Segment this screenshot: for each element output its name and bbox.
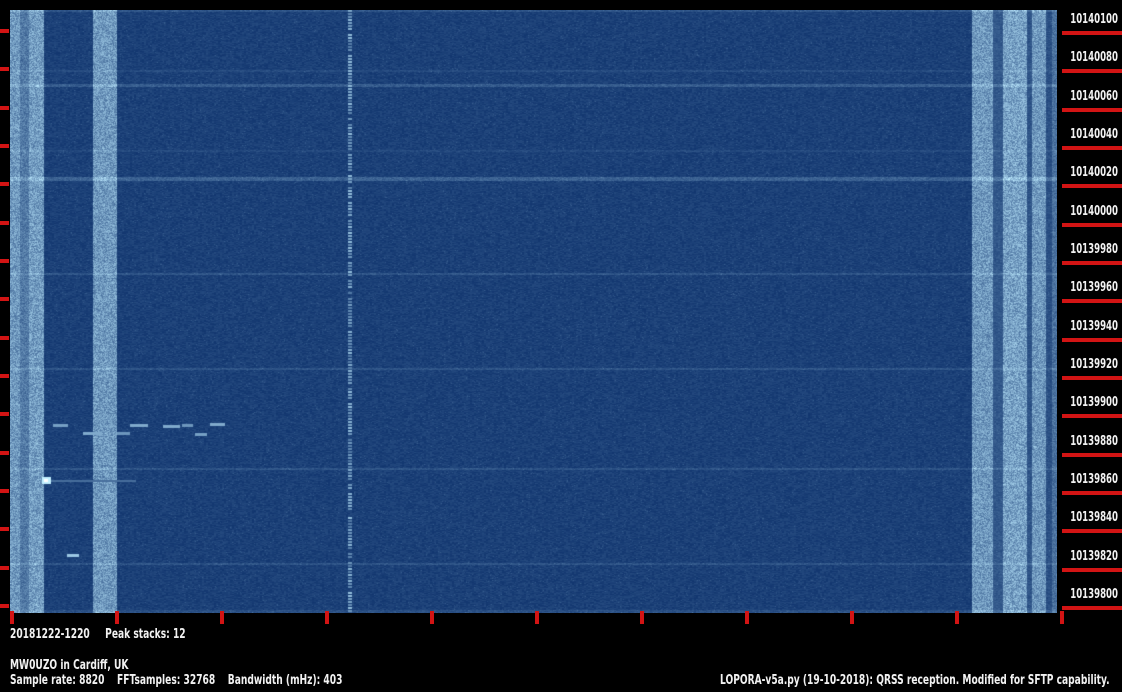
- freq-tick-label: 10139960: [1039, 280, 1118, 296]
- freq-tick-bar: [1062, 31, 1122, 35]
- left-tick: [0, 221, 9, 225]
- freq-tick-label: 10140080: [1039, 50, 1118, 66]
- bandwidth: Bandwidth (mHz): 403: [228, 673, 343, 688]
- grabber-image: 10140100 10140080 10140060 10140040 10140020…: [0, 0, 1122, 692]
- freq-tick-label: 10139980: [1039, 242, 1118, 258]
- left-tick: [0, 336, 9, 340]
- peak-stacks: Peak stacks: 12: [105, 627, 185, 642]
- left-tick: [0, 412, 9, 416]
- left-tick: [0, 451, 9, 455]
- freq-tick-label: 10139880: [1039, 434, 1118, 450]
- freq-tick-label: 10140100: [1039, 12, 1118, 28]
- timestamp: 20181222-1220: [10, 627, 90, 642]
- left-tick: [0, 297, 9, 301]
- freq-tick-label: 10139900: [1039, 395, 1118, 411]
- left-tick: [0, 182, 9, 186]
- receiver-params: Sample rate: 8820 FFTsamples: 32768 Bandwi…: [10, 673, 342, 688]
- spectrogram: [10, 10, 1057, 613]
- left-tick: [0, 527, 9, 531]
- freq-tick-label: 10140000: [1039, 204, 1118, 220]
- freq-tick-label: 10139820: [1039, 549, 1118, 565]
- freq-tick-bar: [1062, 529, 1122, 533]
- station-info: MW0UZO in Cardiff, UK: [10, 658, 128, 673]
- freq-tick-label: 10139940: [1039, 319, 1118, 335]
- left-tick: [0, 106, 9, 110]
- freq-tick-bar: [1062, 338, 1122, 342]
- time-tick: [955, 611, 959, 624]
- footer-status-line: 20181222-1220 Peak stacks: 12: [10, 627, 186, 642]
- freq-tick-bar: [1062, 69, 1122, 73]
- freq-tick-label: 10139920: [1039, 357, 1118, 373]
- time-tick: [115, 611, 119, 624]
- freq-tick-label: 10139800: [1039, 587, 1118, 603]
- freq-tick-label: 10139840: [1039, 510, 1118, 526]
- time-tick: [325, 611, 329, 624]
- time-tick: [1060, 611, 1064, 624]
- left-tick: [0, 29, 9, 33]
- time-tick: [535, 611, 539, 624]
- freq-tick-bar: [1062, 414, 1122, 418]
- freq-tick-bar: [1062, 376, 1122, 380]
- left-tick: [0, 374, 9, 378]
- freq-tick-bar: [1062, 299, 1122, 303]
- freq-tick-bar: [1062, 261, 1122, 265]
- time-tick: [850, 611, 854, 624]
- fft-samples: FFTsamples: 32768: [117, 673, 215, 688]
- freq-tick-bar: [1062, 223, 1122, 227]
- left-tick: [0, 259, 9, 263]
- freq-tick-label: 10139860: [1039, 472, 1118, 488]
- left-tick: [0, 604, 9, 608]
- freq-tick-bar: [1062, 568, 1122, 572]
- time-tick: [745, 611, 749, 624]
- time-tick: [220, 611, 224, 624]
- software-version: LOPORA-v5a.py (19-10-2018): QRSS recepti…: [720, 673, 1110, 688]
- sample-rate: Sample rate: 8820: [10, 673, 104, 688]
- time-tick: [430, 611, 434, 624]
- freq-tick-label: 10140040: [1039, 127, 1118, 143]
- freq-tick-bar: [1062, 146, 1122, 150]
- freq-tick-bar: [1062, 606, 1122, 610]
- time-tick: [10, 611, 14, 624]
- freq-tick-label: 10140020: [1039, 165, 1118, 181]
- freq-tick-bar: [1062, 491, 1122, 495]
- time-tick: [640, 611, 644, 624]
- freq-tick-bar: [1062, 453, 1122, 457]
- freq-tick-bar: [1062, 184, 1122, 188]
- freq-tick-label: 10140060: [1039, 89, 1118, 105]
- freq-tick-bar: [1062, 108, 1122, 112]
- left-tick: [0, 67, 9, 71]
- left-tick: [0, 489, 9, 493]
- left-tick: [0, 144, 9, 148]
- left-tick: [0, 566, 9, 570]
